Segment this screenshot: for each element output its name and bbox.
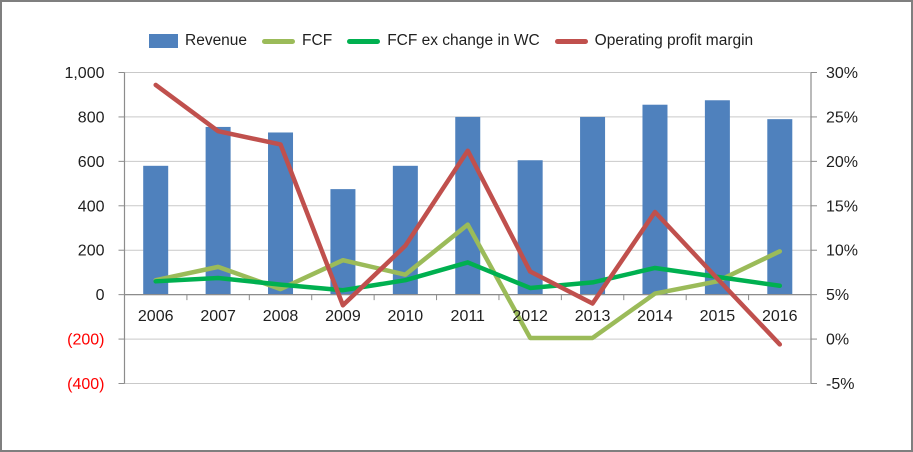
legend-label: Operating profit margin: [594, 32, 754, 49]
legend-item-revenue[interactable]: Revenue: [149, 32, 247, 50]
right-axis-tick-label: 0%: [826, 332, 849, 349]
right-axis-tick-label: -5%: [826, 376, 854, 393]
bar-revenue-2008[interactable]: [268, 132, 294, 295]
category-label-2013: 2013: [575, 308, 611, 325]
category-label-2012: 2012: [512, 308, 548, 325]
left-axis-tick-label: 400: [78, 198, 105, 215]
legend-label: Revenue: [185, 32, 248, 49]
category-label-2011: 2011: [451, 308, 486, 325]
right-axis-tick-label: 5%: [826, 287, 849, 304]
category-label-2014: 2014: [637, 308, 673, 325]
category-label-2016: 2016: [762, 308, 798, 325]
left-axis-tick-label: (200): [67, 332, 104, 349]
right-axis-tick-label: 30%: [826, 65, 858, 82]
legend-item-fcf-ex-change-in-wc[interactable]: FCF ex change in WC: [347, 32, 540, 50]
left-axis-tick-label: 0: [96, 287, 105, 304]
left-axis-tick-label: 800: [78, 109, 105, 126]
bar-revenue-2013[interactable]: [580, 116, 606, 295]
left-axis-tick-label: 600: [78, 154, 105, 171]
bar-revenue-2015[interactable]: [704, 100, 730, 295]
chart-legend: Revenue FCF FCF ex change in WC Operating p…: [149, 32, 753, 50]
legend-item-operating-profit-margin[interactable]: Operating profit margin: [554, 32, 754, 50]
left-axis-tick-label: (400): [67, 376, 104, 393]
legend-swatch-fcf-icon: [262, 38, 296, 44]
right-axis-tick-label: 20%: [826, 154, 858, 171]
bar-revenue-2006[interactable]: [143, 165, 169, 295]
line-fcf-ex-change-in-wc[interactable]: [153, 260, 783, 293]
category-label-2006: 2006: [138, 308, 174, 325]
category-label-2009: 2009: [325, 308, 361, 325]
category-label-2008: 2008: [263, 308, 299, 325]
right-axis-tick-label: 25%: [826, 109, 858, 126]
category-label-2015: 2015: [700, 308, 736, 325]
category-label-2010: 2010: [388, 308, 424, 325]
line-operating-profit-margin[interactable]: [153, 82, 783, 347]
legend-swatch-fcf-ex-change-in-wc-icon: [347, 38, 381, 44]
right-axis-tick-label: 15%: [826, 198, 858, 215]
right-axis-tick-label: 10%: [826, 243, 858, 260]
legend-label: FCF: [302, 32, 333, 49]
bar-revenue-2014[interactable]: [642, 104, 668, 295]
category-label-2007: 2007: [200, 308, 236, 325]
legend-swatch-operating-profit-margin-icon: [554, 38, 588, 44]
left-axis-tick-label: 1,000: [64, 65, 104, 82]
left-axis-tick-label: 200: [78, 243, 105, 260]
bar-revenue-2016[interactable]: [767, 119, 793, 295]
legend-item-fcf[interactable]: FCF: [262, 32, 332, 50]
legend-swatch-revenue-icon: [149, 34, 178, 48]
legend-label: FCF ex change in WC: [387, 32, 540, 49]
bar-revenue-2009[interactable]: [330, 189, 356, 295]
